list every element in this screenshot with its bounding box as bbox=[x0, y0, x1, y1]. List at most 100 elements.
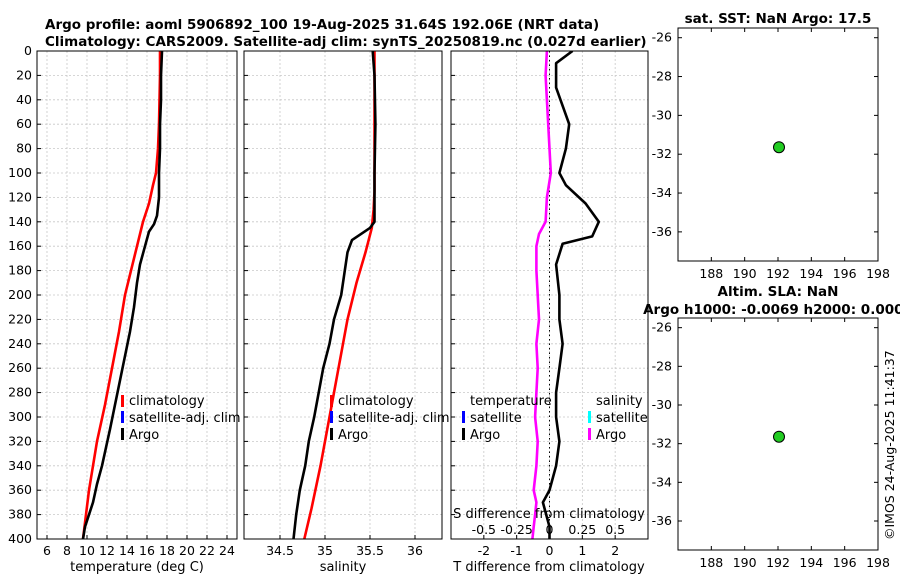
map-sst-axes: -26 -28 -30 -32 -34 -36 188 190 192 194 196 198 bbox=[652, 28, 890, 281]
s-tick-label: -0.5 bbox=[472, 522, 496, 537]
s-tick-label: 0.5 bbox=[605, 522, 625, 537]
legend-swatch-satellite bbox=[121, 411, 124, 423]
y-tick-label: 360 bbox=[8, 482, 32, 497]
map-sla-title-line1: Altim. SLA: NaN bbox=[718, 284, 839, 300]
y-tick-label: 280 bbox=[8, 385, 32, 400]
x-tick-label: 2 bbox=[611, 543, 619, 558]
x-tick-label: 24 bbox=[219, 543, 235, 558]
series-line bbox=[531, 51, 553, 539]
y-tick-label: 400 bbox=[8, 531, 32, 546]
difference-lines bbox=[531, 51, 601, 539]
y-tick-label: -30 bbox=[652, 397, 672, 412]
salinity-plot-frame bbox=[243, 50, 443, 540]
x-tick-label: 34.5 bbox=[266, 543, 294, 558]
x-tick-label: 20 bbox=[179, 543, 195, 558]
x-tick-label: 8 bbox=[63, 543, 71, 558]
series-line bbox=[541, 51, 601, 539]
difference-xlabel: T difference from climatology bbox=[452, 560, 645, 575]
legend-label-s-satellite: satellite bbox=[596, 411, 648, 426]
x-tick-label: 196 bbox=[833, 266, 857, 281]
y-tick-label: 160 bbox=[8, 238, 32, 253]
legend-swatch-argo bbox=[330, 428, 333, 440]
x-tick-label: 6 bbox=[43, 543, 51, 558]
y-tick-label: 260 bbox=[8, 360, 32, 375]
x-tick-label: 188 bbox=[699, 555, 723, 570]
y-tick-label: 340 bbox=[8, 458, 32, 473]
salinity-legend: climatology satellite-adj. clim Argo bbox=[330, 394, 450, 443]
temperature-xlabel: temperature (deg C) bbox=[70, 560, 204, 575]
series-line bbox=[303, 51, 376, 539]
s-tick-label: 0 bbox=[546, 522, 554, 537]
x-tick-label: 190 bbox=[733, 266, 757, 281]
x-tick-label: 36 bbox=[407, 543, 423, 558]
y-tick-label: 20 bbox=[16, 67, 32, 82]
legend-label-satellite: satellite-adj. clim bbox=[338, 411, 450, 426]
difference-plot-frame bbox=[450, 50, 649, 540]
timestamp: ©IMOS 24-Aug-2025 11:41:37 bbox=[882, 350, 897, 540]
y-tick-label: 180 bbox=[8, 263, 32, 278]
x-tick-label: 14 bbox=[119, 543, 135, 558]
legend-swatch-s-argo bbox=[588, 428, 591, 440]
map-sla-title-line2: Argo h1000: -0.0069 h2000: 0.0007 bbox=[643, 302, 900, 318]
y-tick-label: -26 bbox=[652, 320, 672, 335]
x-tick-label: 16 bbox=[139, 543, 155, 558]
y-tick-label: 220 bbox=[8, 311, 32, 326]
y-tick-label: -26 bbox=[652, 30, 672, 45]
salinity-lines bbox=[292, 51, 377, 539]
x-tick-label: 194 bbox=[799, 266, 823, 281]
x-tick-label: 198 bbox=[866, 266, 890, 281]
x-tick-label: 22 bbox=[199, 543, 215, 558]
s-tick-label: 0.25 bbox=[568, 522, 596, 537]
salinity-grid bbox=[244, 50, 442, 540]
y-tick-label: 320 bbox=[8, 433, 32, 448]
legend-swatch-argo bbox=[121, 428, 124, 440]
y-tick-label: -36 bbox=[652, 224, 672, 239]
x-tick-label: 18 bbox=[159, 543, 175, 558]
y-tick-label: 380 bbox=[8, 507, 32, 522]
y-tick-label: -30 bbox=[652, 107, 672, 122]
x-tick-label: 190 bbox=[733, 555, 757, 570]
y-tick-label: 100 bbox=[8, 165, 32, 180]
axis-ticks: 0204060801001201401601802002202402602803… bbox=[8, 43, 625, 558]
y-tick-label: -34 bbox=[652, 474, 672, 489]
x-tick-label: -2 bbox=[478, 543, 490, 558]
map-sst-title: sat. SST: NaN Argo: 17.5 bbox=[685, 11, 872, 27]
series-line bbox=[81, 51, 164, 539]
x-tick-label: 35 bbox=[317, 543, 333, 558]
legend-label-climatology: climatology bbox=[338, 394, 414, 409]
map-sla-axes: -26 -28 -30 -32 -34 -36 188 190 192 194 196 198 bbox=[652, 318, 890, 570]
s-difference-axis-label: S difference from climatology bbox=[453, 507, 645, 522]
x-tick-label: 192 bbox=[766, 266, 790, 281]
y-tick-label: -34 bbox=[652, 185, 672, 200]
legend-label-t-satellite: satellite bbox=[470, 411, 522, 426]
legend-title-salinity: salinity bbox=[596, 394, 643, 409]
x-tick-label: -1 bbox=[510, 543, 522, 558]
y-tick-label: -32 bbox=[652, 436, 672, 451]
x-tick-label: 12 bbox=[99, 543, 115, 558]
temperature-lines bbox=[81, 51, 164, 539]
difference-legend: temperature satellite Argo salinity sate… bbox=[462, 394, 648, 443]
legend-swatch-s-satellite bbox=[588, 411, 591, 423]
legend-label-climatology: climatology bbox=[129, 394, 205, 409]
legend-label-argo: Argo bbox=[338, 428, 368, 443]
y-tick-label: 40 bbox=[16, 92, 32, 107]
x-tick-label: 0 bbox=[546, 543, 554, 558]
x-tick-label: 196 bbox=[833, 555, 857, 570]
series-line bbox=[292, 51, 377, 539]
legend-label-argo: Argo bbox=[129, 428, 159, 443]
y-tick-label: -36 bbox=[652, 513, 672, 528]
y-tick-label: 140 bbox=[8, 214, 32, 229]
y-tick-label: 80 bbox=[16, 141, 32, 156]
temperature-legend: climatology satellite-adj. clim Argo bbox=[121, 394, 241, 443]
y-tick-label: 60 bbox=[16, 116, 32, 131]
x-tick-label: 188 bbox=[699, 266, 723, 281]
y-tick-label: -32 bbox=[652, 146, 672, 161]
y-tick-label: -28 bbox=[652, 358, 672, 373]
legend-swatch-climatology bbox=[121, 395, 124, 407]
temperature-grid bbox=[37, 50, 237, 540]
x-tick-label: 194 bbox=[799, 555, 823, 570]
y-tick-label: 200 bbox=[8, 287, 32, 302]
x-tick-label: 192 bbox=[766, 555, 790, 570]
legend-label-satellite: satellite-adj. clim bbox=[129, 411, 241, 426]
